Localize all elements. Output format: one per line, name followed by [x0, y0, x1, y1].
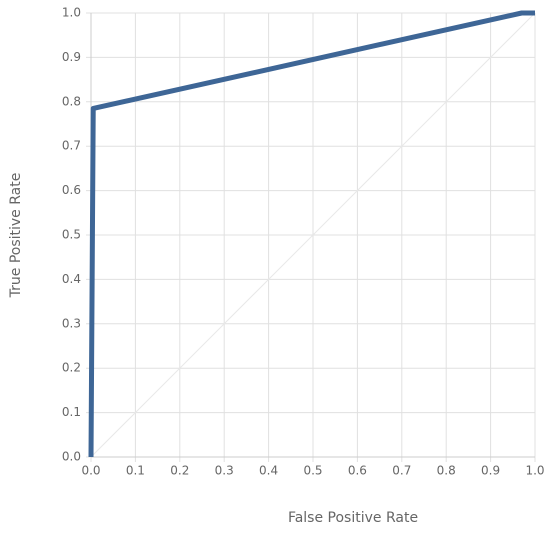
- diagonal-reference: [90, 12, 536, 458]
- x-tick-label: 0.1: [126, 464, 145, 478]
- y-tick-label: 0.3: [62, 316, 81, 330]
- y-tick-label: 0.0: [62, 450, 81, 464]
- y-axis-label: True Positive Rate: [8, 173, 24, 299]
- y-tick-label: 0.7: [62, 139, 81, 153]
- y-tick-label: 1.0: [62, 6, 81, 20]
- x-tick-label: 0.8: [437, 464, 456, 478]
- x-tick-label: 0.7: [392, 464, 411, 478]
- x-tick-label: 0.4: [259, 464, 278, 478]
- y-tick-label: 0.9: [62, 50, 81, 64]
- x-tick-label: 0.5: [303, 464, 322, 478]
- roc-curve: [88, 10, 535, 458]
- x-tick-label: 0.2: [170, 464, 189, 478]
- y-tick-label: 0.4: [62, 272, 81, 286]
- x-tick-label: 0.9: [481, 464, 500, 478]
- x-tick-label: 1.0: [525, 464, 544, 478]
- x-tick-label: 0.6: [348, 464, 367, 478]
- y-tick-label: 0.6: [62, 183, 81, 197]
- y-tick-label: 0.2: [62, 361, 81, 375]
- y-tick-label: 0.8: [62, 94, 81, 108]
- x-tick-label: 0.0: [81, 464, 100, 478]
- y-tick-label: 0.5: [62, 228, 81, 242]
- x-axis-label: False Positive Rate: [288, 510, 418, 526]
- y-tick-label: 0.1: [62, 405, 81, 419]
- x-tick-label: 0.3: [215, 464, 234, 478]
